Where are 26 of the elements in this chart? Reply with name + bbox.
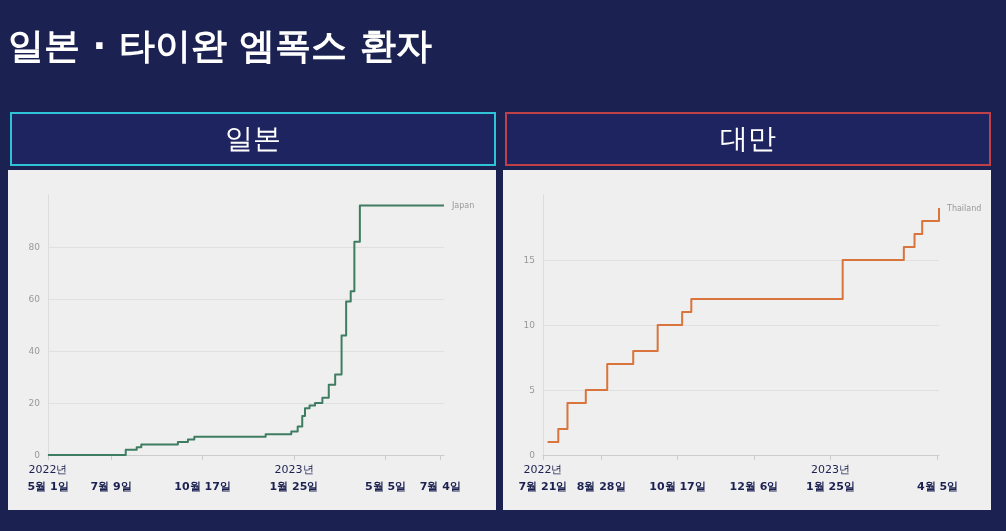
x-tick-label: 7월 4일 xyxy=(419,479,461,493)
y-tick-label: 15 xyxy=(523,255,535,265)
series-label: Thailand xyxy=(946,203,982,213)
series-label: Japan xyxy=(451,200,475,210)
x-tick-label: 7월 9일 xyxy=(90,479,132,493)
x-tick-label: 10월 17일 xyxy=(649,479,706,493)
x-tick-label: 8월 28일 xyxy=(576,479,626,493)
x-tick-label: 2023년 1월 25일 xyxy=(806,463,855,493)
chart-subtitle: 대만 xyxy=(505,112,991,166)
y-tick-label: 80 xyxy=(28,242,41,252)
x-tick-label: 10월 17일 xyxy=(174,479,231,493)
x-tick-label: 5월 5일 xyxy=(364,479,407,493)
y-tick-label: 60 xyxy=(28,294,41,304)
y-tick-label: 20 xyxy=(28,398,41,408)
y-tick-label: 0 xyxy=(529,450,536,460)
chart-title: 일본 · 타이완 엠폭스 환자 xyxy=(8,24,432,68)
chart-subtitle: 일본 xyxy=(10,112,496,166)
x-tick-label: 4월 5일 xyxy=(916,479,959,493)
y-tick-label: 0 xyxy=(34,450,41,460)
x-tick-label: 2023년 1월 25일 xyxy=(269,463,319,493)
x-tick-label: 2022년 7월 21일 xyxy=(518,463,568,493)
y-tick-label: 40 xyxy=(28,346,41,356)
x-tick-label: 12월 6일 xyxy=(729,479,779,493)
x-tick-label: 2022년 5월 1일 xyxy=(27,463,69,493)
y-tick-label: 10 xyxy=(523,320,536,330)
y-tick-label: 5 xyxy=(529,385,535,395)
